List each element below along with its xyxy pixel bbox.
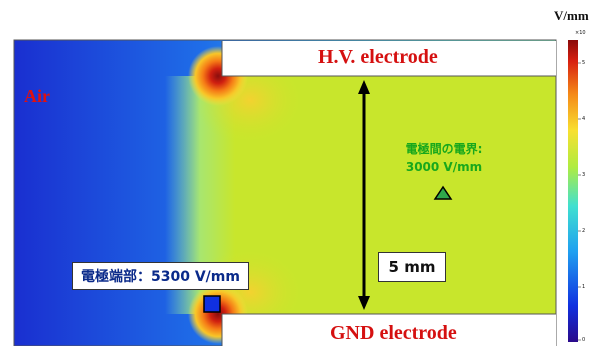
gnd-electrode-label: GND electrode [330,322,457,344]
colorbar [568,40,578,342]
gap-label: 5 mm [378,252,446,282]
colorbar-tick: 3 [582,172,586,178]
colorbar-tick: 2 [582,228,586,234]
colorbar-exponent: ×10 [575,30,586,36]
field-between-text: 電極間の電界: 3000 V/mm [374,140,514,176]
hv-electrode-label: H.V. electrode [318,46,438,68]
colorbar-unit: V/mm [554,8,589,23]
colorbar-tick: 0 [582,337,586,343]
colorbar-tick: 1 [582,284,586,290]
domain-border [13,39,557,346]
field-between-line1: 電極間の電界: [405,142,483,156]
gap-arrow [358,80,370,310]
gnd-electrode [222,314,556,346]
air-label: Air [24,86,50,106]
colorbar-tick: 5 [582,60,586,66]
field-domain [14,40,556,346]
center-field-marker [433,185,453,200]
hv-electrode [222,41,556,76]
field-between-line2: 3000 V/mm [405,160,483,174]
edge-field-label: 電極端部：5300 V/mm [72,262,249,290]
colorbar-tick: 4 [582,116,586,122]
edge-field-marker [203,295,221,313]
